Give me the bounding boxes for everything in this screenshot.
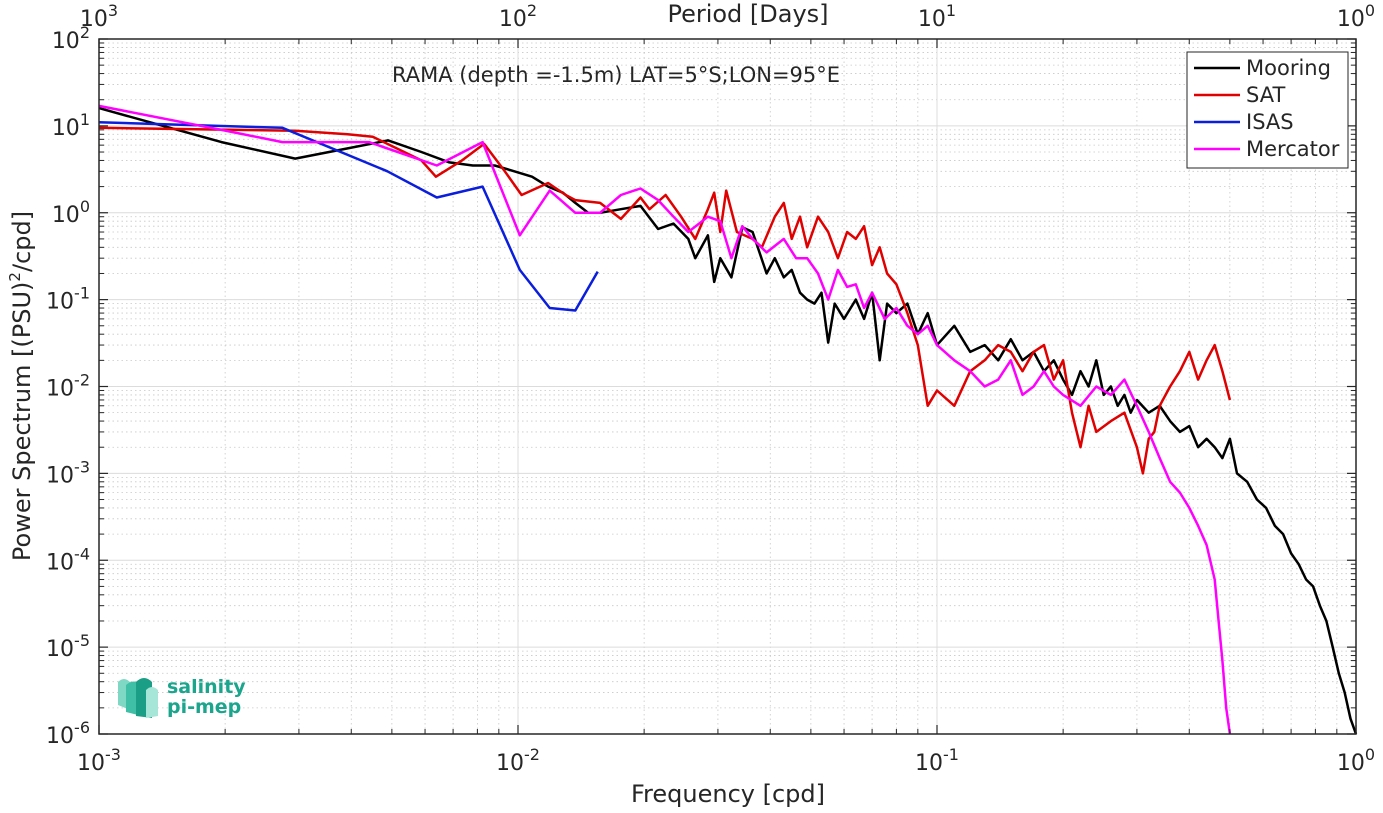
legend: Mooring SAT ISAS Mercator [1186,51,1349,169]
series-layer [98,104,1358,735]
salinity-pi-mep-logo: salinity pi-mep [118,676,246,718]
series-line-sat [98,126,1232,475]
y-axis-label: Power Spectrum [(PSU)2/cpd] [6,211,36,561]
y-tick-label: 101 [52,110,90,141]
top-tick-label: 102 [499,1,537,32]
x-tick-label: 10-2 [496,745,540,776]
legend-label-mooring: Mooring [1246,56,1331,80]
y-tick-label: 10-3 [46,457,90,488]
y-axis-label-exp: 2 [6,272,24,282]
x-tick-label: 100 [1337,745,1375,776]
series-line-mooring [98,106,1358,735]
y-tick-label: 100 [52,197,90,228]
y-tick-label: 10-2 [46,371,90,402]
series-line-mercator [98,104,1232,735]
y-tick-label: 10-5 [46,631,90,662]
top-axis-label: Period [Days] [667,0,828,28]
legend-label-sat: SAT [1246,83,1285,107]
y-tick-label: 10-1 [46,284,90,315]
y-tick-label: 10-6 [46,718,90,749]
legend-label-mercator: Mercator [1246,137,1340,161]
chart-annotation: RAMA (depth =-1.5m) LAT=5°S;LON=95°E [392,63,840,87]
y-tick-label: 102 [52,23,90,54]
y-axis-label-unit: /cpd] [8,211,36,272]
x-tick-label: 10-3 [77,745,121,776]
x-tick-label: 10-1 [915,745,959,776]
top-tick-label: 101 [918,1,956,32]
svg-text:pi-mep: pi-mep [167,696,241,718]
top-tick-label: 100 [1337,1,1375,32]
legend-label-isas: ISAS [1246,110,1294,134]
y-tick-label: 10-4 [46,544,90,575]
x-axis-label: Frequency [cpd] [631,780,825,808]
top-tick-label: 103 [80,1,118,32]
svg-text:salinity: salinity [167,676,246,698]
y-axis-label-main: Power Spectrum [(PSU) [8,282,36,561]
